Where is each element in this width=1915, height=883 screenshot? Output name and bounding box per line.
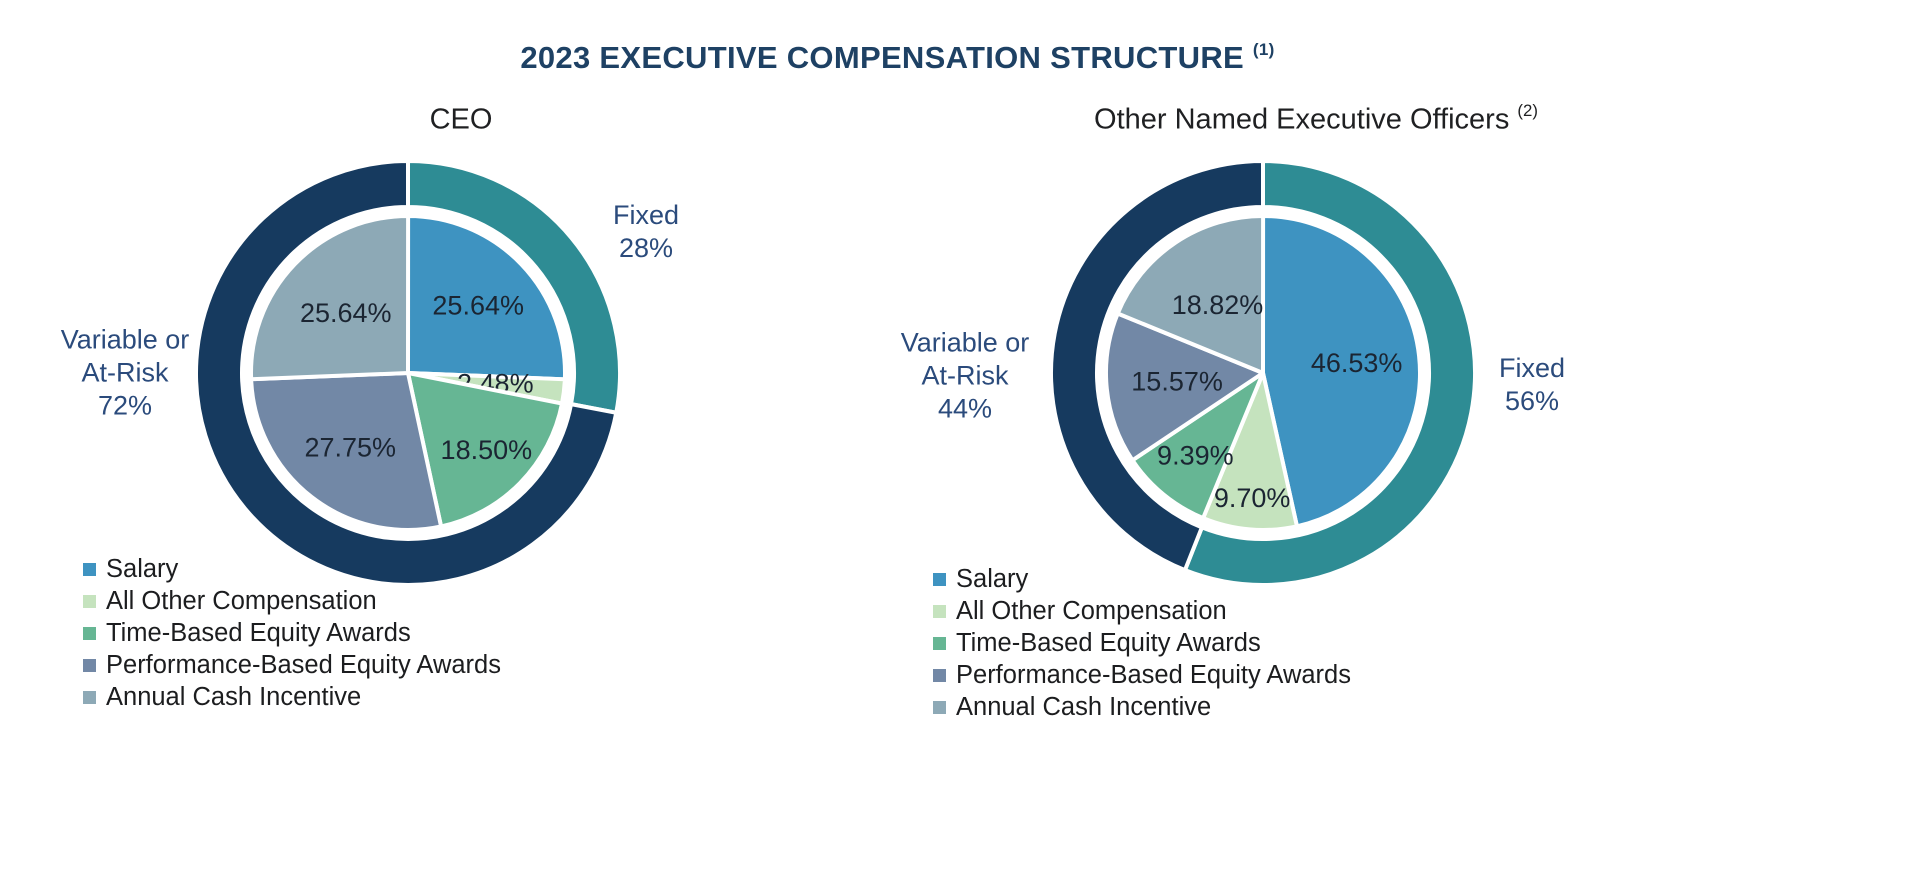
legend-label: Salary [956,565,1029,593]
legend-label: Salary [106,555,179,583]
legend-label: Annual Cash Incentive [956,693,1212,721]
donut-chart-other-neos: 46.53% 9.70% 9.39% 15.57% 18.82% [1049,159,1477,587]
legend-item-performance-based-equity-awards: Performance-Based Equity Awards [83,649,501,681]
legend-label: All Other Compensation [106,587,377,615]
ring-segment-variable-or-at-risk [1049,159,1265,573]
chart-block-other-neos: Other Named Executive Officers (2) 46.53… [880,95,1660,865]
page-title: 2023 EXECUTIVE COMPENSATION STRUCTURE (1… [0,40,1855,76]
ring-label-fixed: Fixed 56% [1498,353,1566,416]
legend-swatch-all-other-compensation [933,604,946,618]
legend-label: All Other Compensation [956,597,1227,625]
legend-item-time-based-equity-awards: Time-Based Equity Awards [933,627,1351,659]
ring-label-variable: Variable or At-Risk 44% [900,327,1030,424]
slice-label-annual-cash-incentive: 18.82% [1172,290,1264,320]
ring-segment-fixed [1182,159,1477,587]
slice-label-performance-based-equity-awards: 15.57% [1131,367,1223,397]
pie-slice-salary [1261,214,1422,529]
donut-chart-ceo: 25.64%2.48%18.50%27.75%25.64% [194,159,622,587]
chart-title-other-neos: Other Named Executive Officers (2) [926,101,1706,137]
legend-swatch-all-other-compensation [83,594,96,608]
page-title-text: 2023 EXECUTIVE COMPENSATION STRUCTURE [520,40,1244,75]
legend-swatch-performance-based-equity-awards [83,658,96,672]
legend-item-salary: Salary [933,563,1351,595]
pie-slice-salary [406,214,567,382]
pie-slice-performance-based-equity-awards [249,371,444,532]
slice-label-salary: 46.53% [1311,348,1403,378]
slice-label-all-other-compensation: 9.70% [1214,483,1291,513]
legend-label: Time-Based Equity Awards [956,629,1261,657]
legend-swatch-salary [83,562,96,576]
chart-title-other-neos-text: Other Named Executive Officers [1094,103,1510,136]
pie-slice-annual-cash-incentive [1115,213,1266,375]
legend-swatch-salary [933,572,946,586]
chart-title-ceo: CEO [71,103,851,137]
donut-wrap-ceo: 25.64% 2.48% 18.50% 27.75% 25.64% [178,143,638,603]
slice-label-salary: 25.64% [432,291,524,321]
legend-swatch-annual-cash-incentive [933,700,946,714]
pie-slice-annual-cash-incentive [249,214,411,382]
page-title-footnote-marker: (1) [1252,39,1275,59]
legend-item-all-other-compensation: All Other Compensation [933,595,1351,627]
ring-segment-variable-or-at-risk [194,159,619,587]
legend-item-annual-cash-incentive: Annual Cash Incentive [83,681,501,713]
legend-item-annual-cash-incentive: Annual Cash Incentive [933,691,1351,723]
pie-slice-performance-based-equity-awards [1104,311,1265,463]
legend-item-all-other-compensation: All Other Compensation [83,585,501,617]
legend-other-neos: Salary All Other Compensation Time-Based E… [933,563,1351,723]
ring-label-variable: Variable or At-Risk 72% [60,324,190,421]
ring-label-fixed: Fixed 28% [612,200,680,263]
donut-wrap-other-neos: 46.53% 9.70% 9.39% 15.57% 18.82% [1033,143,1493,603]
chart-title-ceo-text: CEO [429,103,493,136]
pie-slice-all-other-compensation [1201,371,1299,532]
legend-swatch-time-based-equity-awards [83,626,96,640]
pie-slice-time-based-equity-awards [406,371,564,529]
legend-item-performance-based-equity-awards: Performance-Based Equity Awards [933,659,1351,691]
slice-label-time-based-equity-awards: 9.39% [1157,441,1234,471]
chart-block-ceo: CEO 25.64% 2.48% 18.50% 27.75% 25.64% Salary… [25,95,805,865]
legend-label: Performance-Based Equity Awards [956,661,1351,689]
legend-item-time-based-equity-awards: Time-Based Equity Awards [83,617,501,649]
legend-label: Time-Based Equity Awards [106,619,411,647]
legend-swatch-annual-cash-incentive [83,690,96,704]
legend-ceo: Salary All Other Compensation Time-Based E… [83,553,501,713]
legend-swatch-performance-based-equity-awards [933,668,946,682]
chart-title-other-neos-footnote-marker: (2) [1517,101,1538,120]
legend-swatch-time-based-equity-awards [933,636,946,650]
legend-label: Performance-Based Equity Awards [106,651,501,679]
slice-label-performance-based-equity-awards: 27.75% [304,432,396,462]
legend-item-salary: Salary [83,553,501,585]
slice-label-annual-cash-incentive: 25.64% [300,298,392,328]
legend-label: Annual Cash Incentive [106,683,362,711]
slice-label-time-based-equity-awards: 18.50% [441,435,533,465]
